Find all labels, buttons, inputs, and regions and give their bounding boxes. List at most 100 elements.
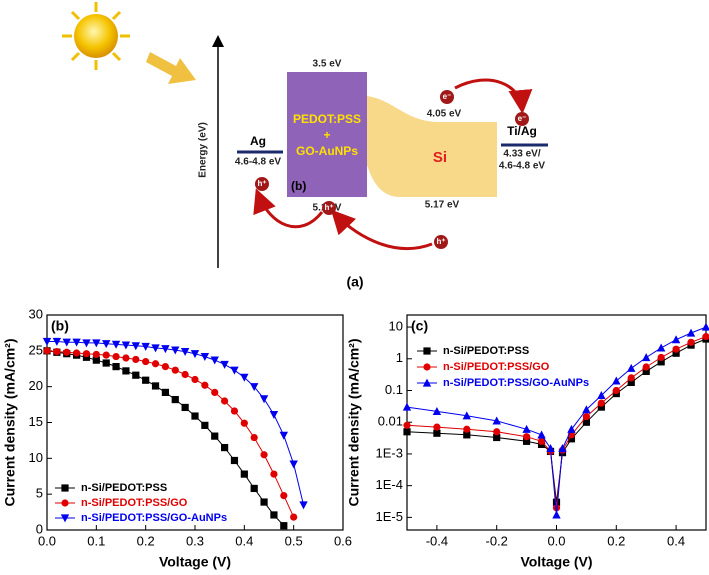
- marker: [210, 356, 219, 365]
- marker: [142, 357, 150, 366]
- y-tick-label: 5: [36, 486, 43, 501]
- electron-label: e⁻: [443, 92, 452, 101]
- marker: [433, 423, 441, 431]
- hole: [255, 177, 269, 191]
- marker: [537, 430, 546, 439]
- hole-label: h⁺: [436, 237, 445, 246]
- marker: [558, 443, 567, 452]
- marker: [250, 484, 258, 493]
- marker: [642, 367, 650, 376]
- marker: [92, 339, 101, 348]
- x-axis-label: Voltage (V): [159, 554, 231, 570]
- sun: [62, 2, 196, 84]
- marker: [171, 346, 180, 355]
- y-tick-label: 0: [36, 521, 43, 536]
- marker: [62, 338, 71, 347]
- marker: [642, 353, 651, 362]
- marker: [102, 340, 111, 349]
- x-tick-label: 0.4: [667, 533, 685, 548]
- x-axis-label: Voltage (V): [520, 554, 592, 570]
- marker: [672, 345, 680, 353]
- electron-arrow: [454, 78, 533, 114]
- marker: [582, 418, 590, 426]
- pedot-label: GO-AuNPs: [296, 144, 358, 158]
- legend-label: n-Si/PEDOT:PSS/GO-AuNPs: [443, 377, 589, 389]
- legend-label: n-Si/PEDOT:PSS: [443, 345, 529, 357]
- marker: [73, 349, 81, 357]
- marker: [240, 373, 249, 382]
- level: 4.05 eV: [427, 109, 462, 120]
- marker: [567, 435, 576, 443]
- marker: [61, 484, 69, 492]
- marker: [211, 388, 219, 396]
- pedot-band: [287, 72, 367, 197]
- marker: [463, 425, 471, 433]
- marker: [171, 366, 179, 374]
- level: 4.33 eV/: [503, 149, 540, 160]
- marker: [230, 407, 239, 415]
- marker: [61, 499, 69, 507]
- marker: [546, 443, 555, 452]
- marker: [260, 498, 268, 506]
- marker: [522, 424, 531, 433]
- legend-label: n-Si/PEDOT:PSS/GO: [81, 497, 188, 509]
- marker: [552, 510, 561, 519]
- y-tick-label: 1E-4: [376, 477, 403, 492]
- marker: [260, 451, 268, 459]
- hole-arrow: [253, 188, 324, 229]
- marker: [597, 399, 605, 407]
- marker: [597, 403, 605, 411]
- marker: [259, 395, 269, 404]
- energy-label: Energy (eV): [198, 122, 209, 178]
- marker: [280, 492, 288, 500]
- marker: [612, 386, 620, 395]
- marker: [201, 421, 209, 429]
- hole: [322, 201, 336, 215]
- marker: [42, 337, 52, 346]
- y-tick-label: 20: [29, 378, 43, 393]
- x-tick-label: 0.3: [186, 533, 204, 548]
- marker: [280, 522, 288, 530]
- panel-label: (b): [51, 318, 69, 334]
- y-tick-label: 25: [29, 342, 43, 357]
- marker: [250, 383, 259, 392]
- hole: [434, 235, 448, 249]
- marker: [537, 437, 546, 445]
- level: 4.6-4.8 eV: [235, 157, 281, 168]
- si-label: Si: [433, 149, 447, 166]
- marker: [230, 366, 239, 375]
- x-tick-label: -0.4: [426, 533, 448, 548]
- marker: [701, 322, 709, 331]
- marker: [102, 359, 110, 367]
- marker: [686, 328, 696, 337]
- marker: [279, 431, 288, 440]
- marker: [92, 350, 100, 359]
- marker: [240, 419, 248, 427]
- marker: [627, 363, 636, 372]
- x-tick-label: 0.2: [607, 533, 625, 548]
- marker: [702, 333, 709, 341]
- x-tick-label: 0.6: [334, 533, 352, 548]
- marker: [200, 352, 210, 361]
- marker: [221, 443, 229, 452]
- marker: [141, 342, 150, 351]
- marker: [161, 388, 169, 396]
- electron-label: e⁻: [518, 114, 527, 123]
- marker: [220, 360, 229, 369]
- x-tick-label: 0.1: [87, 533, 105, 548]
- marker: [161, 363, 169, 371]
- legend-label: n-Si/PEDOT:PSS/GO: [443, 361, 550, 373]
- marker: [122, 367, 130, 375]
- marker: [552, 498, 561, 506]
- marker: [402, 402, 412, 411]
- panel-label: (a): [346, 274, 363, 290]
- marker: [151, 382, 160, 390]
- y-tick-label: 1E-3: [376, 445, 403, 460]
- marker: [211, 432, 219, 440]
- schematic: Energy (eV) 3.5 eV PEDOT:PSS + GO-AuNPs …: [62, 2, 548, 290]
- marker: [403, 421, 411, 429]
- marker: [552, 504, 561, 512]
- y-tick-label: 10: [29, 450, 43, 465]
- marker: [102, 351, 110, 359]
- marker: [582, 413, 591, 421]
